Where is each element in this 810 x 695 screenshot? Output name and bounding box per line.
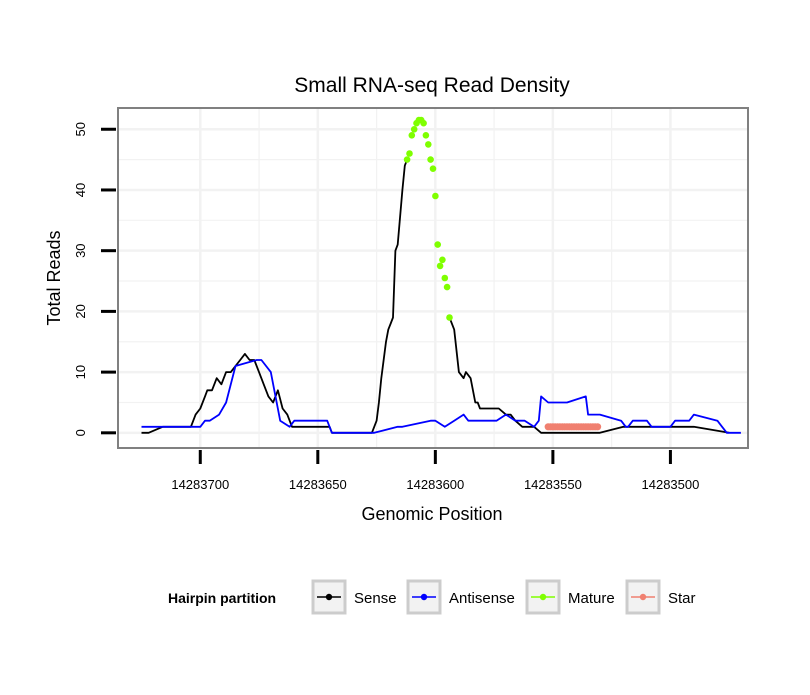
y-tick-label: 30 (73, 243, 88, 257)
legend-label-antisense: Antisense (449, 590, 515, 607)
legend-key-point (639, 593, 647, 601)
series-line-antisense (141, 359, 741, 434)
series-line-sense (448, 317, 730, 434)
x-tick-label: 14283550 (524, 477, 582, 492)
data-point-mature (427, 156, 434, 163)
data-point-mature (432, 192, 439, 200)
legend-item-antisense: Antisense (406, 579, 515, 615)
legend-label-star: Star (668, 590, 696, 607)
data-point-mature (434, 241, 442, 248)
x-axis-label: Genomic Position (361, 504, 502, 524)
x-tick-label: 14283600 (406, 477, 464, 492)
legend-item-star: Star (625, 579, 696, 615)
legend-item-sense: Sense (311, 579, 397, 615)
data-point-mature (436, 262, 444, 270)
x-axis: 14283700 14283650 14283600 14283550 14283500 (171, 450, 699, 492)
y-tick-label: 20 (73, 304, 88, 318)
data-point-mature (410, 126, 418, 133)
x-tick-label: 14283650 (289, 477, 347, 492)
grid (118, 108, 748, 448)
chart-title: Small RNA-seq Read Density (294, 74, 570, 97)
data-point-mature (420, 119, 427, 127)
data-point-mature (441, 274, 449, 282)
legend-key-point (325, 593, 333, 601)
data-point-mature (429, 165, 437, 172)
data-point-mature (425, 141, 432, 148)
y-axis-label: Total Reads (44, 230, 64, 325)
legend-title: Hairpin partition (168, 590, 276, 606)
data-point-mature (408, 132, 416, 139)
data-point-mature (446, 314, 453, 321)
data-point-mature (439, 256, 446, 264)
legend-label-sense: Sense (354, 590, 397, 607)
x-tick-label: 14283700 (171, 477, 229, 492)
y-tick-label: 0 (73, 429, 88, 436)
legend-item-mature: Mature (525, 579, 615, 615)
data-point-mature (406, 150, 413, 157)
y-axis: 0 10 20 30 40 50 (73, 122, 116, 436)
series-layer (141, 116, 741, 434)
data-point-mature (403, 156, 411, 163)
y-tick-label: 40 (73, 183, 88, 197)
legend-key-point (420, 593, 428, 601)
legend: Hairpin partition Sense Antisense Mature (168, 579, 696, 615)
y-tick-label: 10 (73, 365, 88, 379)
x-tick-label: 14283500 (642, 477, 700, 492)
data-point-star (594, 423, 602, 431)
data-point-mature (443, 283, 451, 291)
legend-key-point (539, 593, 547, 601)
legend-label-mature: Mature (568, 590, 615, 607)
y-tick-label: 50 (73, 122, 88, 136)
data-point-mature (422, 132, 430, 139)
plot-panel-border (117, 107, 749, 449)
